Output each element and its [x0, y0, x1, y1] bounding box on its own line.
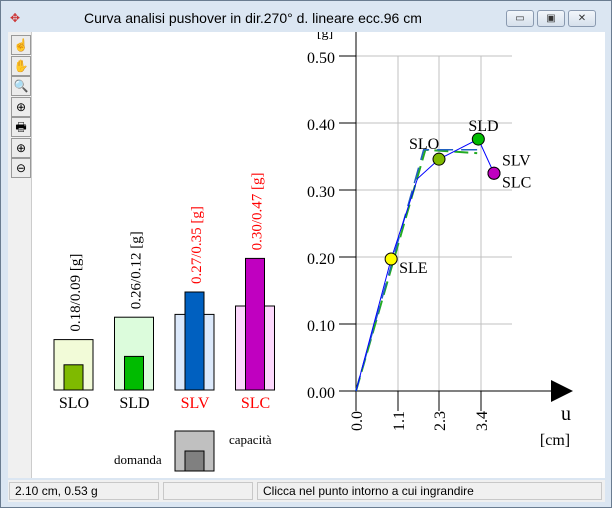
x-tick-label: 0.0	[349, 411, 366, 431]
bar-label: SLO	[59, 395, 89, 412]
y-tick-label: 0.20	[307, 251, 335, 268]
zoom-out-icon[interactable]: ⊖	[11, 158, 31, 178]
legend-capacity: capacità	[229, 432, 272, 447]
point-slc	[487, 166, 501, 180]
crosshair-icon[interactable]: ⊕	[11, 96, 31, 117]
legend-demand: domanda	[114, 452, 162, 467]
bar-label: SLV	[181, 395, 210, 412]
status-middle	[163, 482, 253, 500]
point-label: SLV	[502, 152, 531, 169]
window-title: Curva analisi pushover in dir.270° d. li…	[84, 10, 422, 26]
point-label: SLE	[399, 260, 427, 277]
legend-demand-swatch	[184, 450, 205, 472]
hand-pointer-icon[interactable]: ☝	[11, 35, 31, 55]
minimize-button[interactable]: ▭	[506, 10, 534, 27]
bar-label: SLD	[119, 395, 149, 412]
pushover-chart: SLO 0.18/0.09 [g] SLD 0.26/0.12 [g] SLV 0.27/…	[53, 26, 573, 472]
zoom-window-icon[interactable]: 🔍	[11, 76, 31, 96]
bar-label: SLC	[241, 395, 270, 412]
maximize-button[interactable]: ▣	[537, 10, 565, 27]
x-axis-arrow-icon	[551, 380, 573, 402]
y-tick-label: 0.10	[307, 318, 335, 335]
hand-pan-icon[interactable]: ✋	[11, 55, 31, 76]
y-tick-label: 0.50	[307, 50, 335, 67]
x-tick-label: 1.1	[391, 411, 408, 431]
x-tick-label: 3.4	[474, 411, 491, 431]
point-label: SLD	[468, 118, 498, 135]
point-sle	[384, 252, 398, 266]
demand-bar-slc	[245, 257, 265, 391]
y-axis-unit: [g]	[317, 32, 333, 41]
y-tick-label: 0.30	[307, 184, 335, 201]
zoom-in-icon[interactable]: ⊕	[11, 137, 31, 158]
bilinear-blue-line	[355, 149, 485, 392]
bar-value-label: 0.18/0.09 [g]	[68, 254, 84, 332]
x-tick-label: 2.3	[432, 411, 449, 431]
demand-bar-slv	[184, 291, 205, 391]
point-slo	[432, 152, 446, 166]
demand-bar-sld	[124, 355, 144, 391]
app-icon: ✥	[10, 11, 21, 25]
x-axis-label: u	[561, 403, 571, 425]
point-sld	[471, 132, 485, 146]
print-icon[interactable]: 🖶	[11, 117, 31, 137]
status-coords: 2.10 cm, 0.53 g	[9, 482, 159, 500]
chart-area[interactable]: SLO 0.18/0.09 [g] SLD 0.26/0.12 [g] SLV 0.27/…	[8, 26, 605, 478]
point-label: SLC	[502, 174, 531, 191]
point-label: SLO	[409, 136, 439, 153]
toolbar: ☝ ✋ 🔍 ⊕ 🖶 ⊕ ⊖	[8, 32, 32, 478]
y-tick-label: 0.40	[307, 117, 335, 134]
demand-bar-slo	[63, 364, 84, 391]
bar-value-label: 0.30/0.47 [g]	[250, 172, 266, 250]
bar-value-label: 0.26/0.12 [g]	[129, 231, 145, 309]
y-tick-label: 0.00	[307, 385, 335, 402]
x-axis-unit: [cm]	[540, 432, 570, 449]
status-hint: Clicca nel punto intorno a cui ingrandir…	[257, 482, 602, 500]
bar-value-label: 0.27/0.35 [g]	[189, 206, 205, 284]
status-bar: 2.10 cm, 0.53 g Clicca nel punto intorno…	[8, 480, 605, 502]
close-button[interactable]: ✕	[568, 10, 596, 27]
